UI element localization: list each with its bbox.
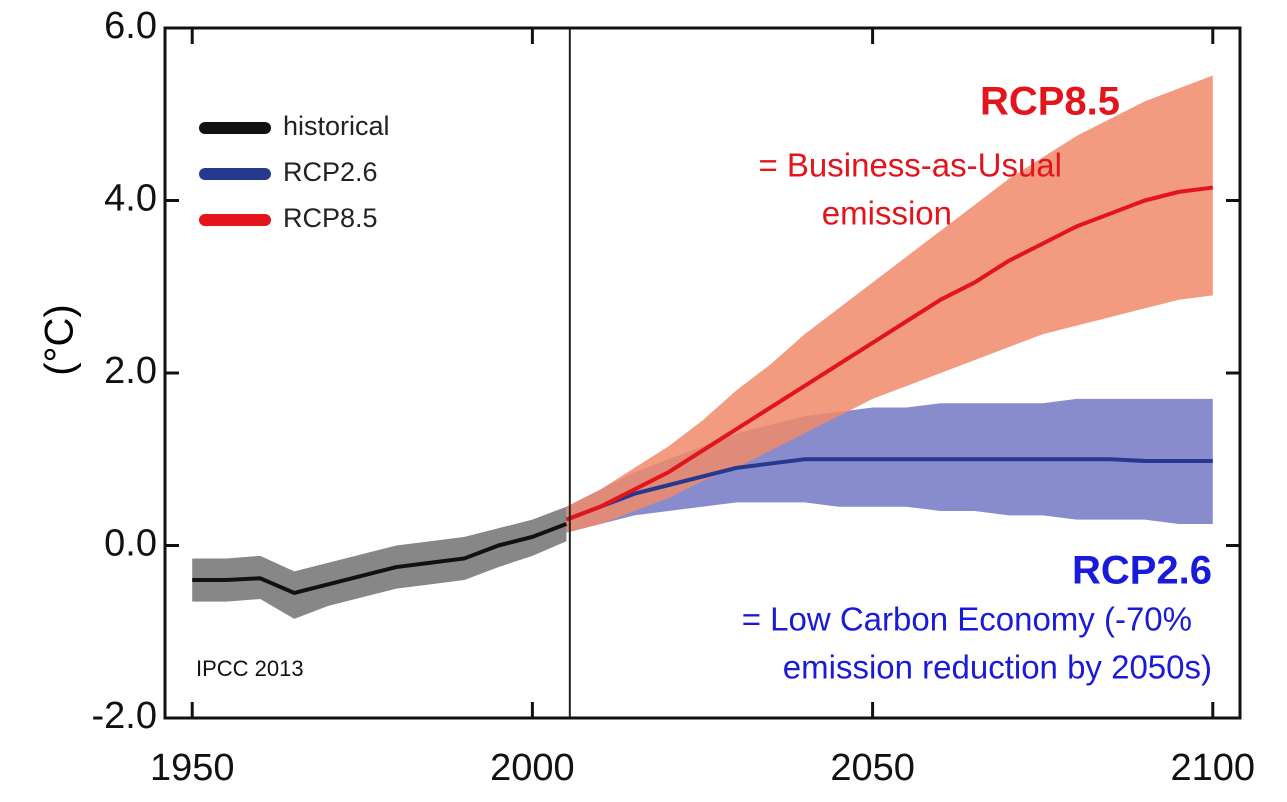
y-tick-label: 6.0 xyxy=(104,5,157,47)
annotation: = Low Carbon Economy (-70% xyxy=(742,601,1192,638)
series-line xyxy=(565,457,1213,522)
y-tick-label: 4.0 xyxy=(104,178,157,220)
annotation: IPCC 2013 xyxy=(196,656,304,681)
legend-label: RCP2.6 xyxy=(283,157,378,187)
annotation: RCP2.6 xyxy=(1072,549,1212,593)
series-line xyxy=(565,185,1214,522)
y-tick-label: 0.0 xyxy=(104,523,157,565)
annotation: emission reduction by 2050s) xyxy=(783,649,1212,686)
y-axis-label: (°C) xyxy=(38,304,82,376)
y-tick-label: -2.0 xyxy=(92,695,157,737)
x-tick-label: 1950 xyxy=(150,747,235,789)
x-tick-label: 2100 xyxy=(1171,747,1256,789)
x-tick-label: 2000 xyxy=(490,747,575,789)
uncertainty-band xyxy=(566,75,1213,533)
legend-label: RCP8.5 xyxy=(283,203,378,233)
uncertainty-band xyxy=(192,506,567,619)
x-tick-label: 2050 xyxy=(830,747,915,789)
legend-label: historical xyxy=(283,111,390,141)
series-line xyxy=(192,522,568,595)
annotation: = Business-as-Usual xyxy=(758,147,1062,184)
uncertainty-band xyxy=(566,398,1213,533)
annotation: emission xyxy=(822,195,952,232)
y-tick-label: 2.0 xyxy=(104,350,157,392)
annotation: RCP8.5 xyxy=(980,80,1120,124)
